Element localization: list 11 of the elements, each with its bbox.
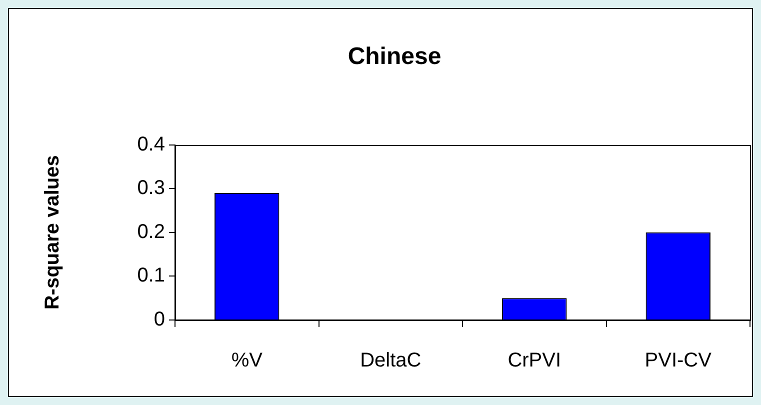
y-tick-label: 0.4	[137, 133, 165, 156]
x-tick-label: DeltaC	[360, 350, 422, 372]
x-tick-label: PVI-CV	[644, 350, 712, 372]
chart-title: Chinese	[348, 43, 442, 70]
y-tick-label: 0.3	[137, 177, 165, 200]
y-tick-label: 0.2	[137, 220, 165, 243]
y-tick-label: 0	[154, 308, 165, 331]
y-axis-title: R-square values	[42, 155, 64, 310]
x-tick-label: CrPVI	[508, 350, 562, 372]
x-tick-label: %V	[231, 350, 264, 372]
y-tick-label: 0.1	[137, 264, 165, 287]
